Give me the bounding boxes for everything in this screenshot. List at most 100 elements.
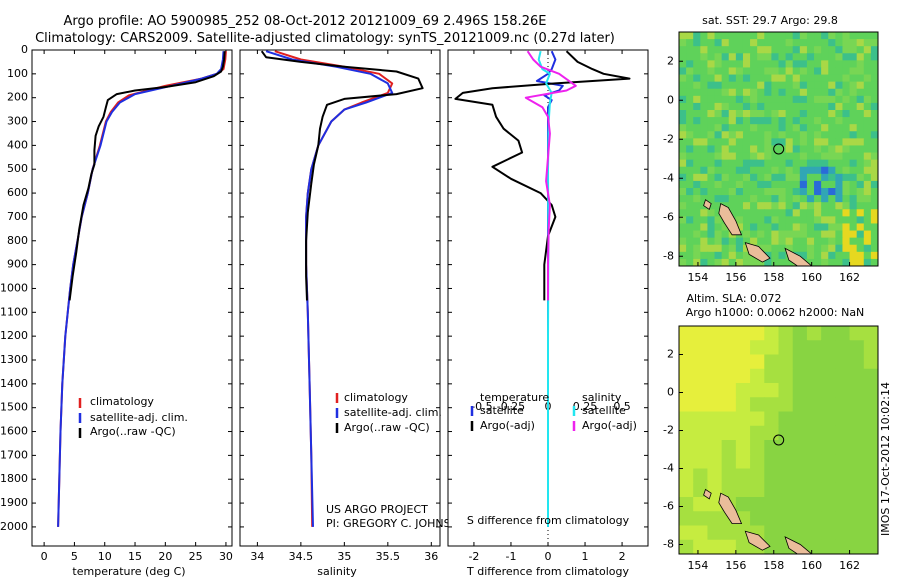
sla-map-title-line1: Altim. SLA: 0.072 [686,292,781,305]
map-cell [700,95,709,104]
map-cell [799,188,808,196]
map-cell [849,74,858,83]
map-cell [721,102,730,111]
map-cell [771,53,780,61]
map-cell [828,202,836,210]
y-tick-label: 800 [7,234,28,247]
map-cell [870,145,878,154]
map-cell [764,230,772,239]
sla-map-field [679,326,878,554]
map-cell [799,117,808,125]
map-cell [721,124,730,132]
map-cell [700,124,709,132]
map-cell [721,244,730,253]
map-cell [700,237,709,246]
map-cell [750,383,765,398]
salinity-lines [260,50,424,527]
map-cell [679,244,687,253]
map-cell [828,81,836,90]
map-cell [792,525,808,541]
map-cell [842,166,851,175]
map-cell [771,60,780,69]
map-cell [806,145,815,154]
map-cell [828,159,836,168]
map-cell [679,117,687,125]
y-tick-label: 1600 [0,425,28,438]
map-cell [778,131,787,139]
map-cell [785,88,794,97]
map-cell [728,32,737,40]
map-cell [842,102,851,111]
map-cell [742,251,751,260]
map-cell [714,110,723,118]
map-cell [679,39,687,47]
map-cell [814,202,822,210]
map-cell [785,180,794,189]
map-cell [863,440,878,455]
map-cell [714,166,723,175]
map-cell [870,180,878,189]
map-cell [764,511,780,527]
map-cell [785,110,794,118]
map-cell [806,511,822,527]
map-cell [792,117,801,125]
map-cell [707,152,716,161]
map-cell [742,195,751,203]
map-cell [863,383,878,398]
map-cell [849,468,865,484]
map-cell [806,397,822,413]
map-cell [693,173,701,182]
map-cell [856,67,865,76]
map-cell [735,166,744,175]
map-cell [814,60,822,69]
map-cell [721,354,737,370]
map-cell [792,145,801,154]
map-cell [735,397,751,413]
map-cell [764,195,772,203]
y-tick-label: 1700 [0,448,28,461]
map-cell [764,124,772,132]
map-cell [742,39,751,47]
map-cell [735,497,751,512]
map-cell [828,95,836,104]
map-cell [785,131,794,139]
map-cell [821,117,829,125]
map-cell [693,188,701,196]
map-cell [806,117,815,125]
map-cell [714,244,723,253]
map-cell [693,102,701,111]
map-cell [870,88,878,97]
map-cell [806,411,822,427]
map-cell [863,354,878,370]
map-cell [679,110,687,118]
map-cell [792,110,801,118]
map-cell [792,88,801,97]
map-cell [757,67,765,76]
sla-map-ticks: 154 156 158 160 162 2 0 -2 -4 -6 -8 [663,348,860,573]
map-cell [821,32,829,40]
map-cell [835,88,844,97]
map-cell [778,397,794,413]
map-cell [686,131,694,139]
map-cell [792,340,808,356]
map-cell [707,539,723,554]
map-cell [693,202,701,210]
map-cell [799,131,808,139]
map-cell [771,74,780,83]
map-cell [735,354,751,370]
x-tick-label-top: -0.5 [471,400,492,413]
x-tick-label: 35 [337,550,351,563]
map-cell [870,32,878,40]
map-cell [814,188,822,196]
map-cell [679,497,694,512]
map-cell [735,216,744,225]
map-cell [863,152,872,161]
map-cell [792,67,801,76]
map-cell [863,173,872,182]
map-cell [686,166,694,175]
map-cell [828,138,836,147]
map-cell [757,159,765,168]
map-cell [828,230,836,239]
map-cell [686,110,694,118]
map-cell [778,166,787,175]
